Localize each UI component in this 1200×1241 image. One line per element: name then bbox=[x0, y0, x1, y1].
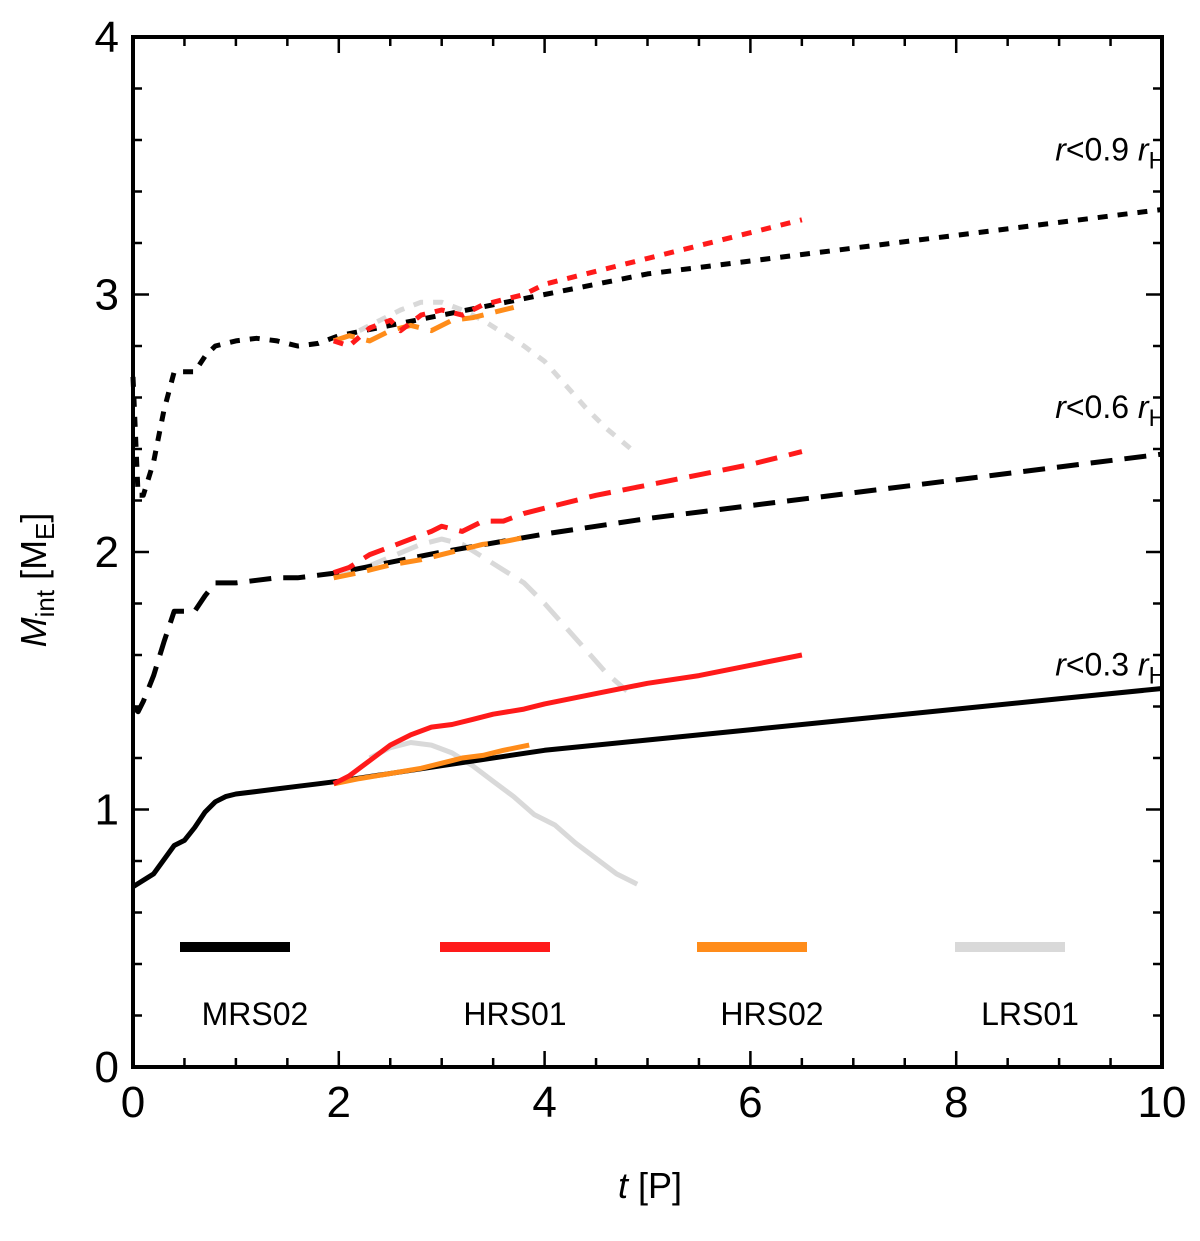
series-line-lrs01-dashed bbox=[332, 536, 629, 693]
x-tick-label: 6 bbox=[738, 1078, 762, 1127]
series-line-hrs01-dotted bbox=[332, 217, 803, 349]
series-line-hrs02-dashed bbox=[332, 304, 515, 344]
x-tick-label: 10 bbox=[1138, 1078, 1187, 1127]
y-axis-unit-sub: E bbox=[30, 523, 60, 540]
y-axis-var-sub: int bbox=[30, 589, 60, 617]
y-tick-label: 0 bbox=[95, 1043, 119, 1092]
series-line-mrs02-dashed bbox=[131, 451, 1163, 715]
series-line-mrs02-dotted bbox=[130, 207, 1163, 498]
series-layer bbox=[130, 207, 1163, 889]
x-tick-label: 8 bbox=[944, 1078, 968, 1127]
series-line-hrs01-solid bbox=[332, 652, 803, 787]
region-annotation: r<0.6 rH bbox=[1055, 389, 1166, 432]
region-annotation: r<0.9 rH bbox=[1055, 132, 1166, 175]
x-axis-var: t bbox=[618, 1165, 630, 1206]
series-line-lrs01-dotted bbox=[358, 299, 639, 457]
axis-ticks bbox=[131, 35, 1164, 1069]
y-axis-unit-open: [M bbox=[13, 540, 54, 580]
x-axis-title: t [P] bbox=[618, 1165, 682, 1206]
x-tick-label: 0 bbox=[121, 1078, 145, 1127]
legend-label-hrs02: HRS02 bbox=[720, 996, 823, 1032]
legend-label-lrs01: LRS01 bbox=[981, 996, 1079, 1032]
y-tick-label: 4 bbox=[95, 13, 119, 62]
series-line-hrs02-solid bbox=[333, 742, 530, 787]
y-axis-unit-close: ] bbox=[13, 513, 54, 523]
series-line-mrs02-solid bbox=[131, 686, 1163, 889]
region-annotation: r<0.3 rH bbox=[1055, 647, 1166, 690]
x-axis-unit: [P] bbox=[638, 1165, 682, 1206]
x-tick-label: 4 bbox=[532, 1078, 556, 1127]
y-tick-label: 2 bbox=[95, 528, 119, 577]
x-tick-label: 2 bbox=[327, 1078, 351, 1127]
legend-label-mrs02: MRS02 bbox=[202, 996, 309, 1032]
tick-labels: 0 2 4 6 8 10 0 1 2 3 4 bbox=[95, 13, 1187, 1127]
y-tick-label: 1 bbox=[95, 786, 119, 835]
y-tick-label: 3 bbox=[95, 271, 119, 320]
series-line-hrs01-dashed bbox=[332, 449, 803, 575]
region-annotations: r<0.9 rH r<0.6 rH r<0.3 rH bbox=[1055, 132, 1166, 690]
y-axis-title: Mint [ME] bbox=[13, 513, 60, 648]
series-line-hrs02-dashed bbox=[333, 534, 530, 581]
legend-label-hrs01: HRS01 bbox=[463, 996, 566, 1032]
plot-frame bbox=[131, 35, 1164, 1069]
legend: MRS02 HRS01 HRS02 LRS01 bbox=[180, 942, 1079, 1032]
series-line-lrs01-solid bbox=[368, 740, 639, 887]
y-axis-var: M bbox=[13, 617, 54, 647]
